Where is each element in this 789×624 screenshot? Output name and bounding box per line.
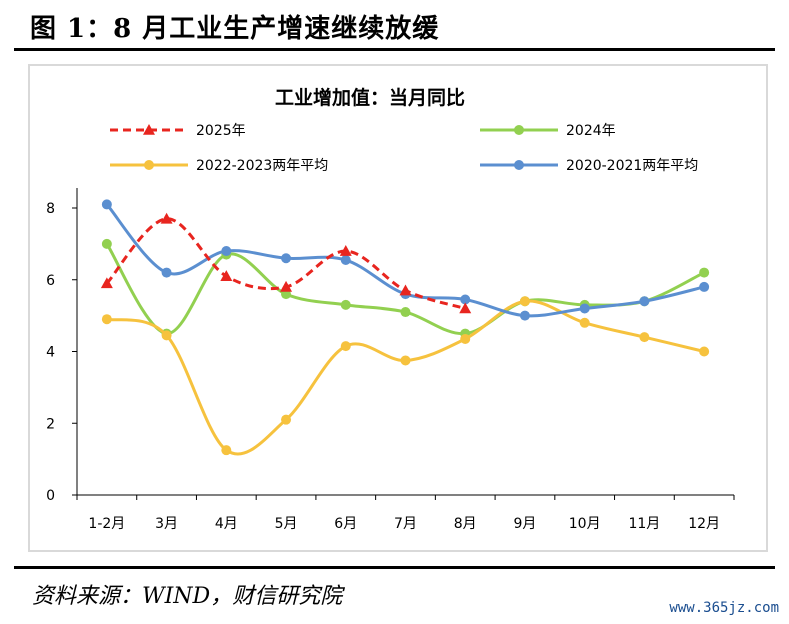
data-point bbox=[281, 253, 292, 264]
x-tick-label: 11月 bbox=[628, 516, 660, 532]
x-tick-label: 1-2月 bbox=[88, 516, 125, 532]
series-0 bbox=[100, 212, 472, 314]
legend-swatch-marker bbox=[514, 125, 524, 135]
x-tick-label: 5月 bbox=[275, 516, 298, 532]
series-2 bbox=[101, 296, 710, 456]
series-3 bbox=[101, 199, 710, 321]
data-point bbox=[280, 280, 293, 292]
legend-item: 2022-2023两年平均 bbox=[110, 158, 328, 174]
data-point bbox=[339, 245, 352, 256]
data-point bbox=[221, 246, 232, 257]
x-tick-label: 12月 bbox=[688, 516, 720, 532]
legend-item: 2024年 bbox=[480, 123, 616, 139]
legend-label: 2024年 bbox=[566, 123, 616, 139]
data-point bbox=[340, 255, 351, 266]
series-line bbox=[105, 203, 705, 318]
data-point bbox=[639, 296, 650, 307]
data-point bbox=[340, 341, 351, 352]
data-point bbox=[699, 267, 710, 278]
data-point bbox=[639, 332, 650, 343]
data-point bbox=[101, 199, 112, 210]
y-tick-label: 4 bbox=[46, 345, 55, 361]
chart-title: 工业增加值：当月同比 bbox=[275, 86, 465, 109]
source-note: 资料来源：WIND，财信研究院 bbox=[32, 584, 343, 609]
data-point bbox=[100, 277, 113, 289]
data-point bbox=[460, 333, 471, 344]
chart-frame bbox=[28, 64, 768, 552]
data-point bbox=[400, 307, 411, 318]
x-tick-label: 7月 bbox=[394, 516, 417, 532]
x-tick-label: 4月 bbox=[215, 516, 238, 532]
data-point bbox=[519, 310, 530, 321]
figure-title: 图 1：8 月工业生产增速继续放缓 bbox=[30, 14, 440, 44]
legend-swatch-marker bbox=[144, 160, 154, 170]
data-point bbox=[460, 294, 471, 305]
y-tick-label: 2 bbox=[46, 416, 55, 432]
top-rule bbox=[14, 48, 775, 51]
axes: 0 2 4 6 8 1-2月 3月 4月 5月 6月 7月 8月 9月 10月 11月 12月 bbox=[46, 188, 735, 532]
x-tick-label: 6月 bbox=[334, 516, 357, 532]
legend-label: 2020-2021两年平均 bbox=[566, 158, 698, 174]
data-point bbox=[459, 302, 472, 314]
x-tick-label: 10月 bbox=[569, 516, 601, 532]
watermark-text: www.365jz.com bbox=[669, 600, 779, 616]
bottom-rule bbox=[14, 566, 775, 569]
data-point bbox=[399, 284, 412, 296]
legend-label: 2025年 bbox=[196, 123, 246, 139]
data-point bbox=[519, 296, 530, 307]
data-point bbox=[101, 314, 112, 325]
legend-item: 2020-2021两年平均 bbox=[480, 158, 698, 174]
y-tick-label: 0 bbox=[46, 488, 55, 504]
data-point bbox=[221, 445, 232, 456]
y-tick-label: 6 bbox=[46, 273, 55, 289]
legend-item: 2025年 bbox=[110, 123, 246, 139]
data-point bbox=[101, 238, 112, 249]
series-line bbox=[106, 299, 705, 456]
data-point bbox=[579, 303, 590, 314]
legend-swatch-marker bbox=[514, 160, 524, 170]
legend-swatch-marker bbox=[143, 124, 155, 135]
data-point bbox=[281, 414, 292, 425]
legend: 2025年 2024年 2022-2023两年平均 2020-2021两年平均 bbox=[110, 123, 698, 174]
series-line bbox=[105, 243, 705, 336]
data-point bbox=[160, 212, 173, 224]
data-point bbox=[161, 330, 172, 341]
data-point bbox=[161, 267, 172, 278]
data-point bbox=[699, 281, 710, 292]
plot-area bbox=[100, 199, 710, 456]
data-point bbox=[340, 299, 351, 310]
legend-label: 2022-2023两年平均 bbox=[196, 158, 328, 174]
data-point bbox=[699, 346, 710, 357]
data-point bbox=[579, 317, 590, 328]
x-tick-label: 3月 bbox=[155, 516, 178, 532]
x-tick-label: 8月 bbox=[454, 516, 477, 532]
data-point bbox=[220, 270, 233, 281]
x-tick-label: 9月 bbox=[513, 516, 536, 532]
data-point bbox=[400, 355, 411, 366]
y-tick-label: 8 bbox=[46, 201, 55, 217]
